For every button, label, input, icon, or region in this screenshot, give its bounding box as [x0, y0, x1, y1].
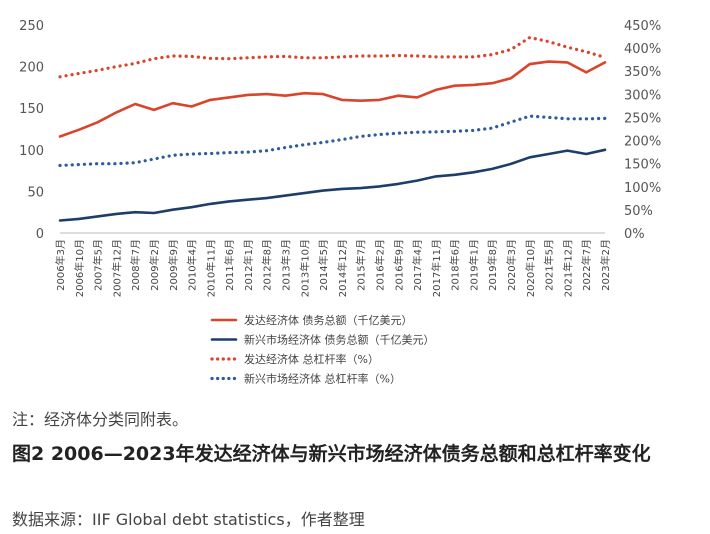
y-left-tick-label: 50: [27, 185, 44, 200]
series-line-1: [58, 60, 607, 138]
chart-note: 注：经济体分类同附表。: [12, 410, 189, 429]
y-right-tick-label: 400%: [624, 42, 661, 57]
x-tick-label: 2006年10月: [73, 239, 86, 297]
x-tick-label: 2016年9月: [392, 239, 405, 291]
x-tick-label: 2020年3月: [505, 239, 518, 291]
y-right-tick-label: 100%: [624, 181, 661, 196]
legend-label-4: 新兴市场经济体 总杠杆率（%）: [244, 372, 401, 386]
y-left-tick-label: 100: [19, 144, 44, 159]
x-tick-label: 2010年11月: [204, 239, 217, 297]
x-tick-label: 2012年1月: [242, 239, 255, 291]
x-tick-label: 2009年2月: [148, 239, 161, 291]
x-tick-label: 2014年5月: [317, 239, 330, 291]
y-right-tick-label: 150%: [624, 158, 661, 173]
x-tick-label: 2013年3月: [280, 239, 293, 291]
y-right-tick-label: 300%: [624, 88, 661, 103]
y-right-tick-label: 0%: [624, 227, 645, 242]
x-tick-label: 2018年6月: [449, 239, 462, 291]
x-tick-label: 2011年6月: [223, 239, 236, 291]
x-tick-label: 2015年7月: [355, 239, 368, 291]
y-right-tick-label: 250%: [624, 111, 661, 126]
y-right-tick-label: 200%: [624, 135, 661, 150]
x-tick-label: 2019年1月: [467, 239, 480, 291]
figure-title: 图2 2006—2023年发达经济体与新兴市场经济体债务总额和总杠杆率变化: [12, 443, 651, 465]
legend-label-2: 新兴市场经济体 债务总额（千亿美元）: [244, 333, 435, 347]
x-tick-label: 2009年9月: [167, 239, 180, 291]
y-right-tick-label: 50%: [624, 204, 653, 219]
x-tick-label: 2007年12月: [110, 239, 123, 297]
x-tick-label: 2022年7月: [580, 239, 593, 291]
x-tick-label: 2008年7月: [129, 239, 142, 291]
legend-label-1: 发达经济体 债务总额（千亿美元）: [244, 313, 413, 327]
y-left-tick-label: 200: [19, 61, 44, 76]
x-tick-label: 2021年5月: [543, 239, 556, 291]
series-line-2: [58, 148, 607, 222]
x-tick-label: 2017年11月: [430, 239, 443, 297]
debt-leverage-chart: 0 50 100 150 200 250 0% 50% 100% 150% 200% 250% 300%…: [19, 19, 661, 386]
x-tick-label: 2007年5月: [92, 239, 105, 291]
x-tick-label: 2012年8月: [261, 239, 274, 291]
x-tick-label: 2006年3月: [54, 239, 67, 291]
x-tick-label: 2010年4月: [186, 239, 199, 291]
x-tick-label: 2019年8月: [486, 239, 499, 291]
series-line-3: [58, 35, 607, 79]
y-right-tick-label: 350%: [624, 65, 661, 80]
x-tick-label: 2013年10月: [298, 239, 311, 297]
y-left-tick-label: 150: [19, 102, 44, 117]
y-left-tick-label: 0: [36, 227, 44, 242]
series-line-4: [58, 114, 607, 168]
x-tick-label: 2016年2月: [373, 239, 386, 291]
x-tick-label: 2020年10月: [524, 239, 537, 297]
x-tick-label: 2017年4月: [411, 239, 424, 291]
x-tick-label: 2023年2月: [599, 239, 612, 291]
data-source: 数据来源：IIF Global debt statistics，作者整理: [12, 510, 365, 529]
x-tick-label: 2021年12月: [561, 239, 574, 297]
x-tick-label: 2014年12月: [336, 239, 349, 297]
y-right-tick-label: 450%: [624, 19, 661, 34]
y-left-tick-label: 250: [19, 19, 44, 34]
legend-label-3: 发达经济体 总杠杆率（%）: [244, 352, 379, 366]
